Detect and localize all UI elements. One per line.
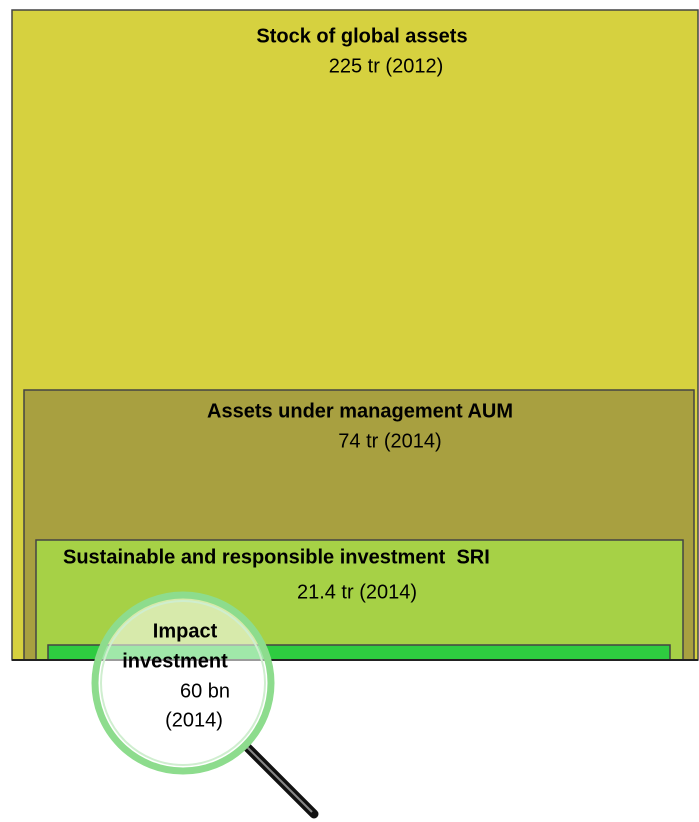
- box-value: 21.4 tr (2014): [297, 581, 417, 603]
- magnified-value: (2014): [165, 709, 223, 731]
- box-title: Sustainable and responsible investment S…: [63, 546, 490, 568]
- box-value: 74 tr (2014): [338, 430, 441, 452]
- magnifier-handle-shine: [245, 745, 313, 813]
- magnified-value: 60 bn: [180, 680, 230, 702]
- box-title: Stock of global assets: [256, 25, 467, 47]
- magnified-title: investment: [122, 650, 228, 672]
- magnifier-lens: [91, 591, 275, 775]
- magnifier-rim: [100, 600, 266, 766]
- box-value: 225 tr (2012): [329, 55, 444, 77]
- box-title: Assets under management AUM: [207, 400, 513, 422]
- magnified-title: Impact: [153, 620, 218, 642]
